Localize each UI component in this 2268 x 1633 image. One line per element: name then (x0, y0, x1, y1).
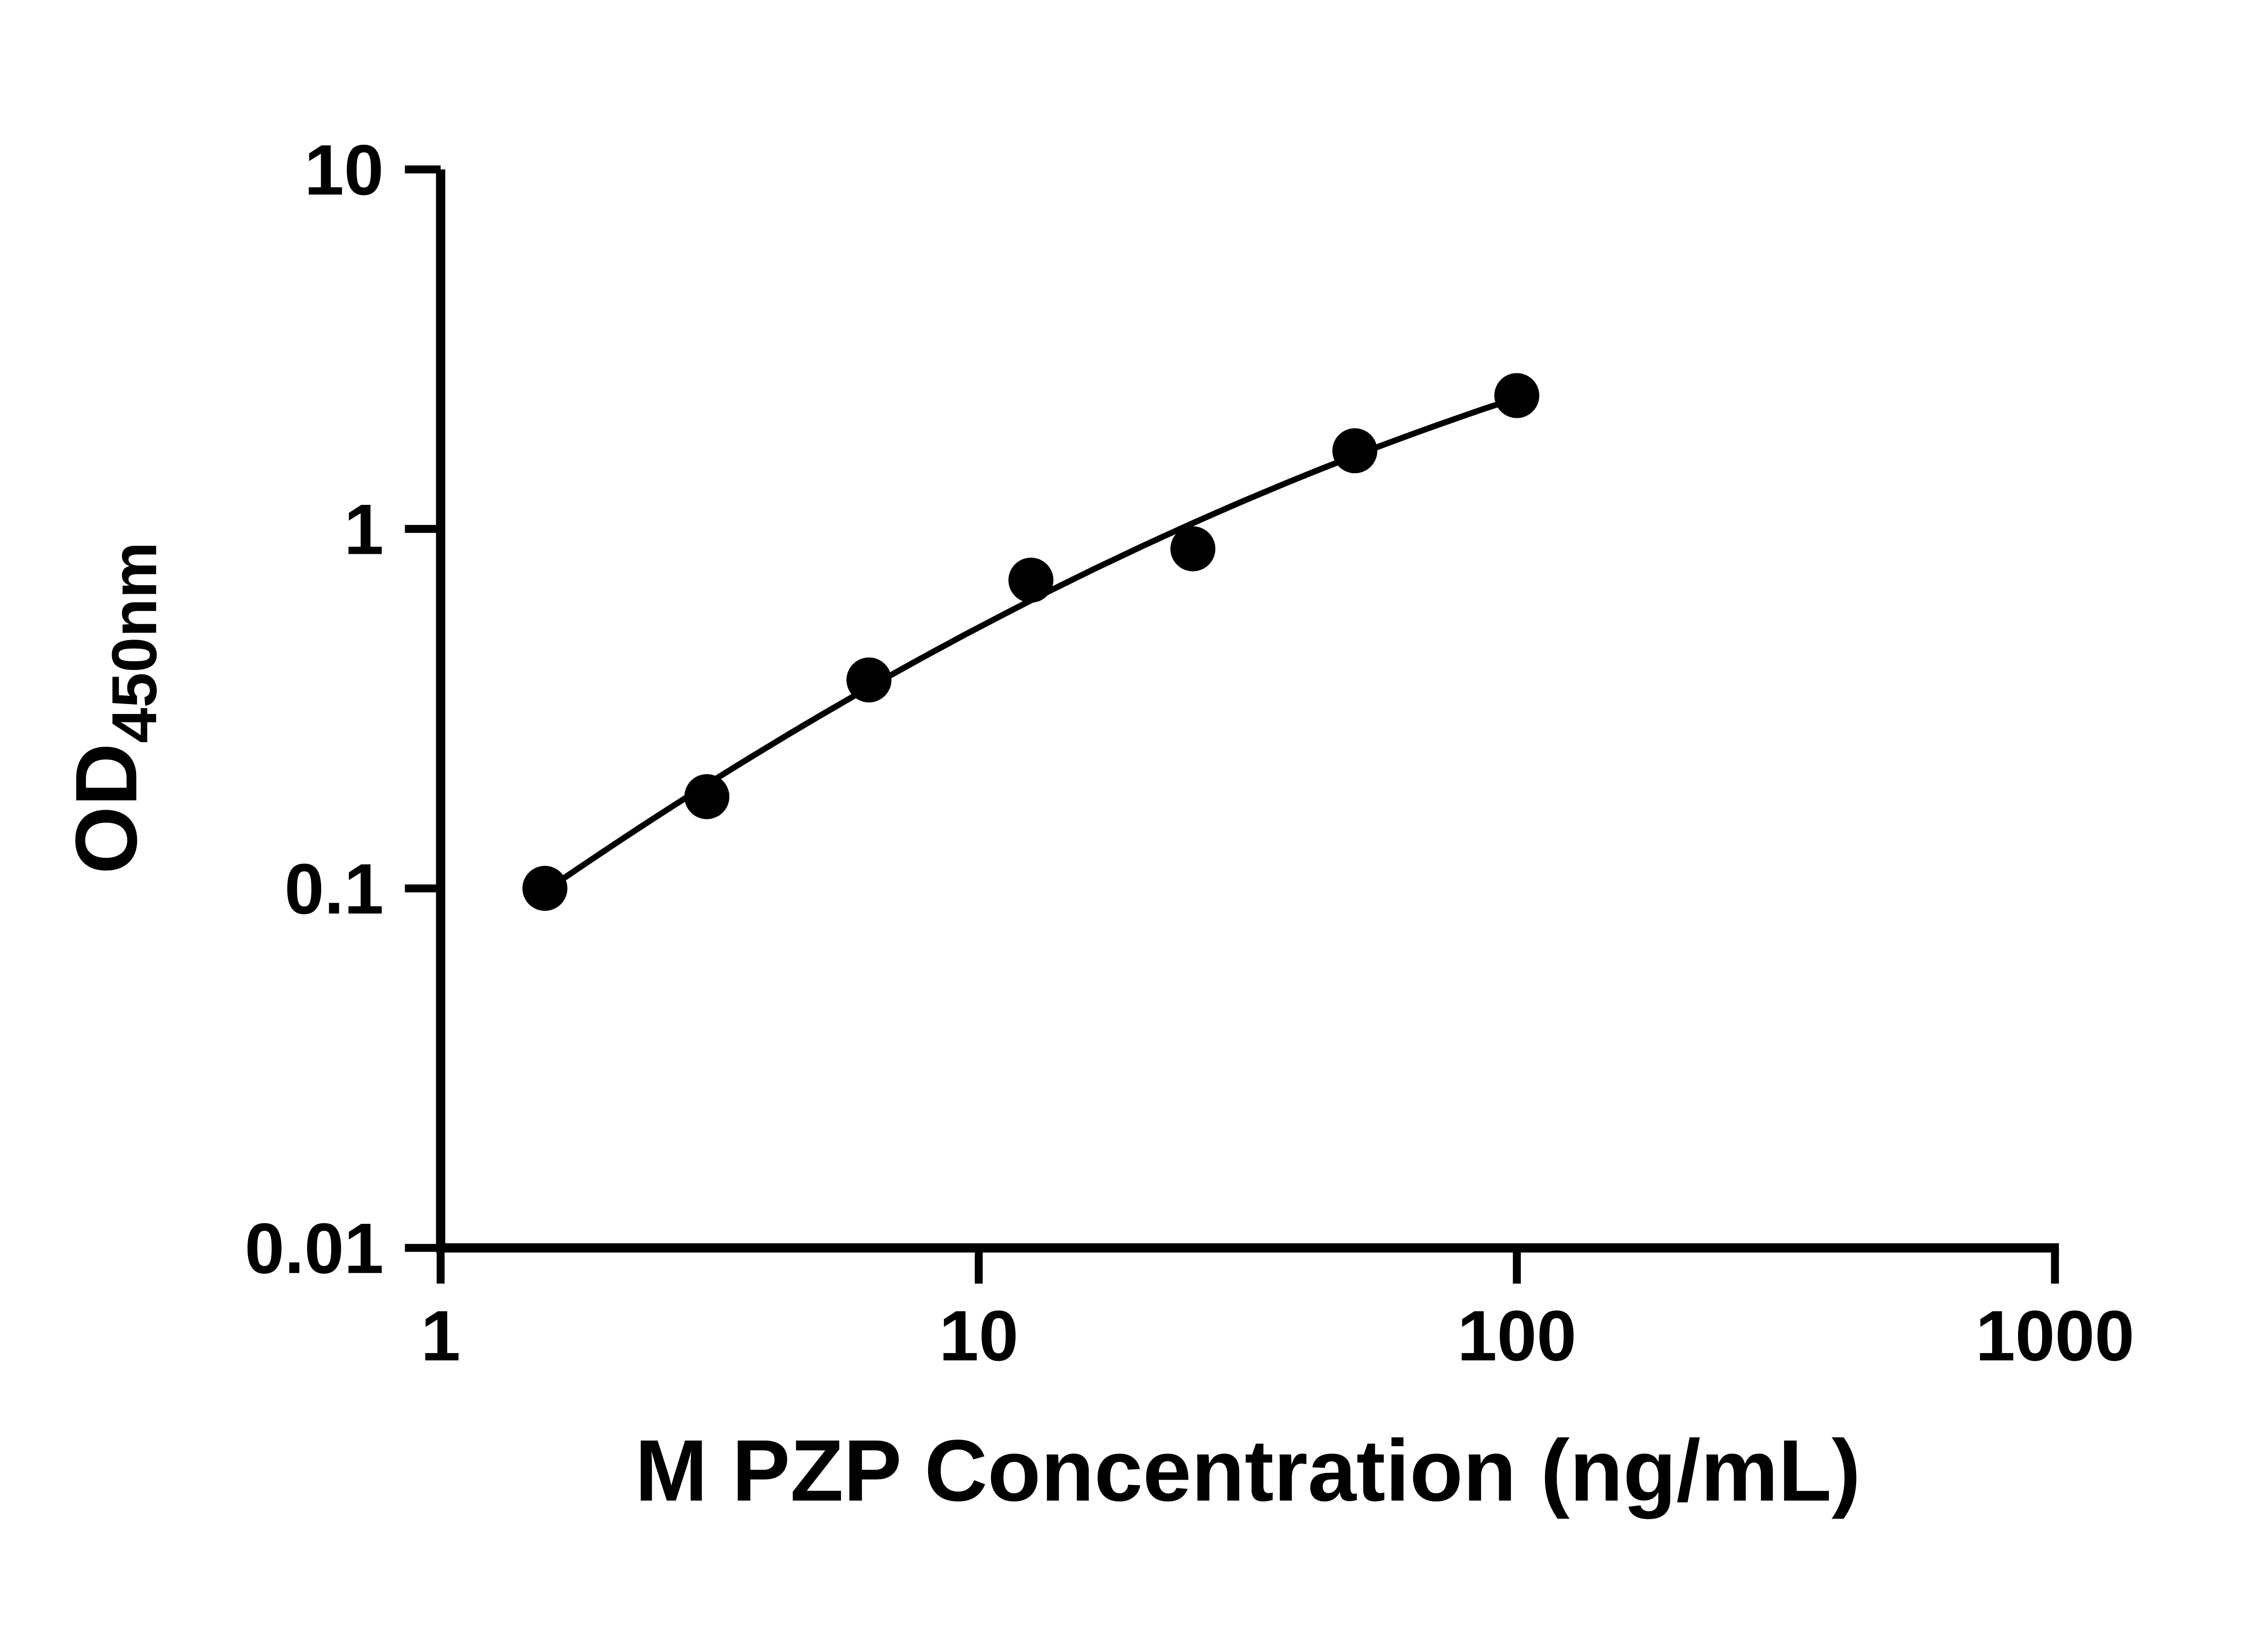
x-axis-title: M PZP Concentration (ng/mL) (635, 1422, 1861, 1519)
y-axis-title-subscript: 450nm (98, 542, 170, 743)
data-point (684, 774, 729, 819)
fit-curve (543, 395, 1518, 894)
x-tick-label: 100 (1457, 1296, 1577, 1376)
data-point (1008, 557, 1054, 603)
y-tick-label: 0.01 (244, 1208, 384, 1288)
y-tick-label: 10 (304, 130, 384, 210)
y-tick-label: 1 (344, 489, 384, 569)
data-point (846, 657, 892, 703)
x-tick-label: 1000 (1975, 1296, 2134, 1376)
y-axis-title-main: OD (57, 743, 155, 874)
y-axis-title: OD450nm (57, 542, 170, 874)
data-point (522, 865, 567, 911)
data-point (1170, 526, 1216, 572)
x-tick-label: 1 (421, 1296, 461, 1376)
x-tick-label: 10 (939, 1296, 1018, 1376)
y-tick-label: 0.1 (284, 849, 384, 929)
data-point (1494, 373, 1540, 418)
data-point (1332, 428, 1378, 474)
